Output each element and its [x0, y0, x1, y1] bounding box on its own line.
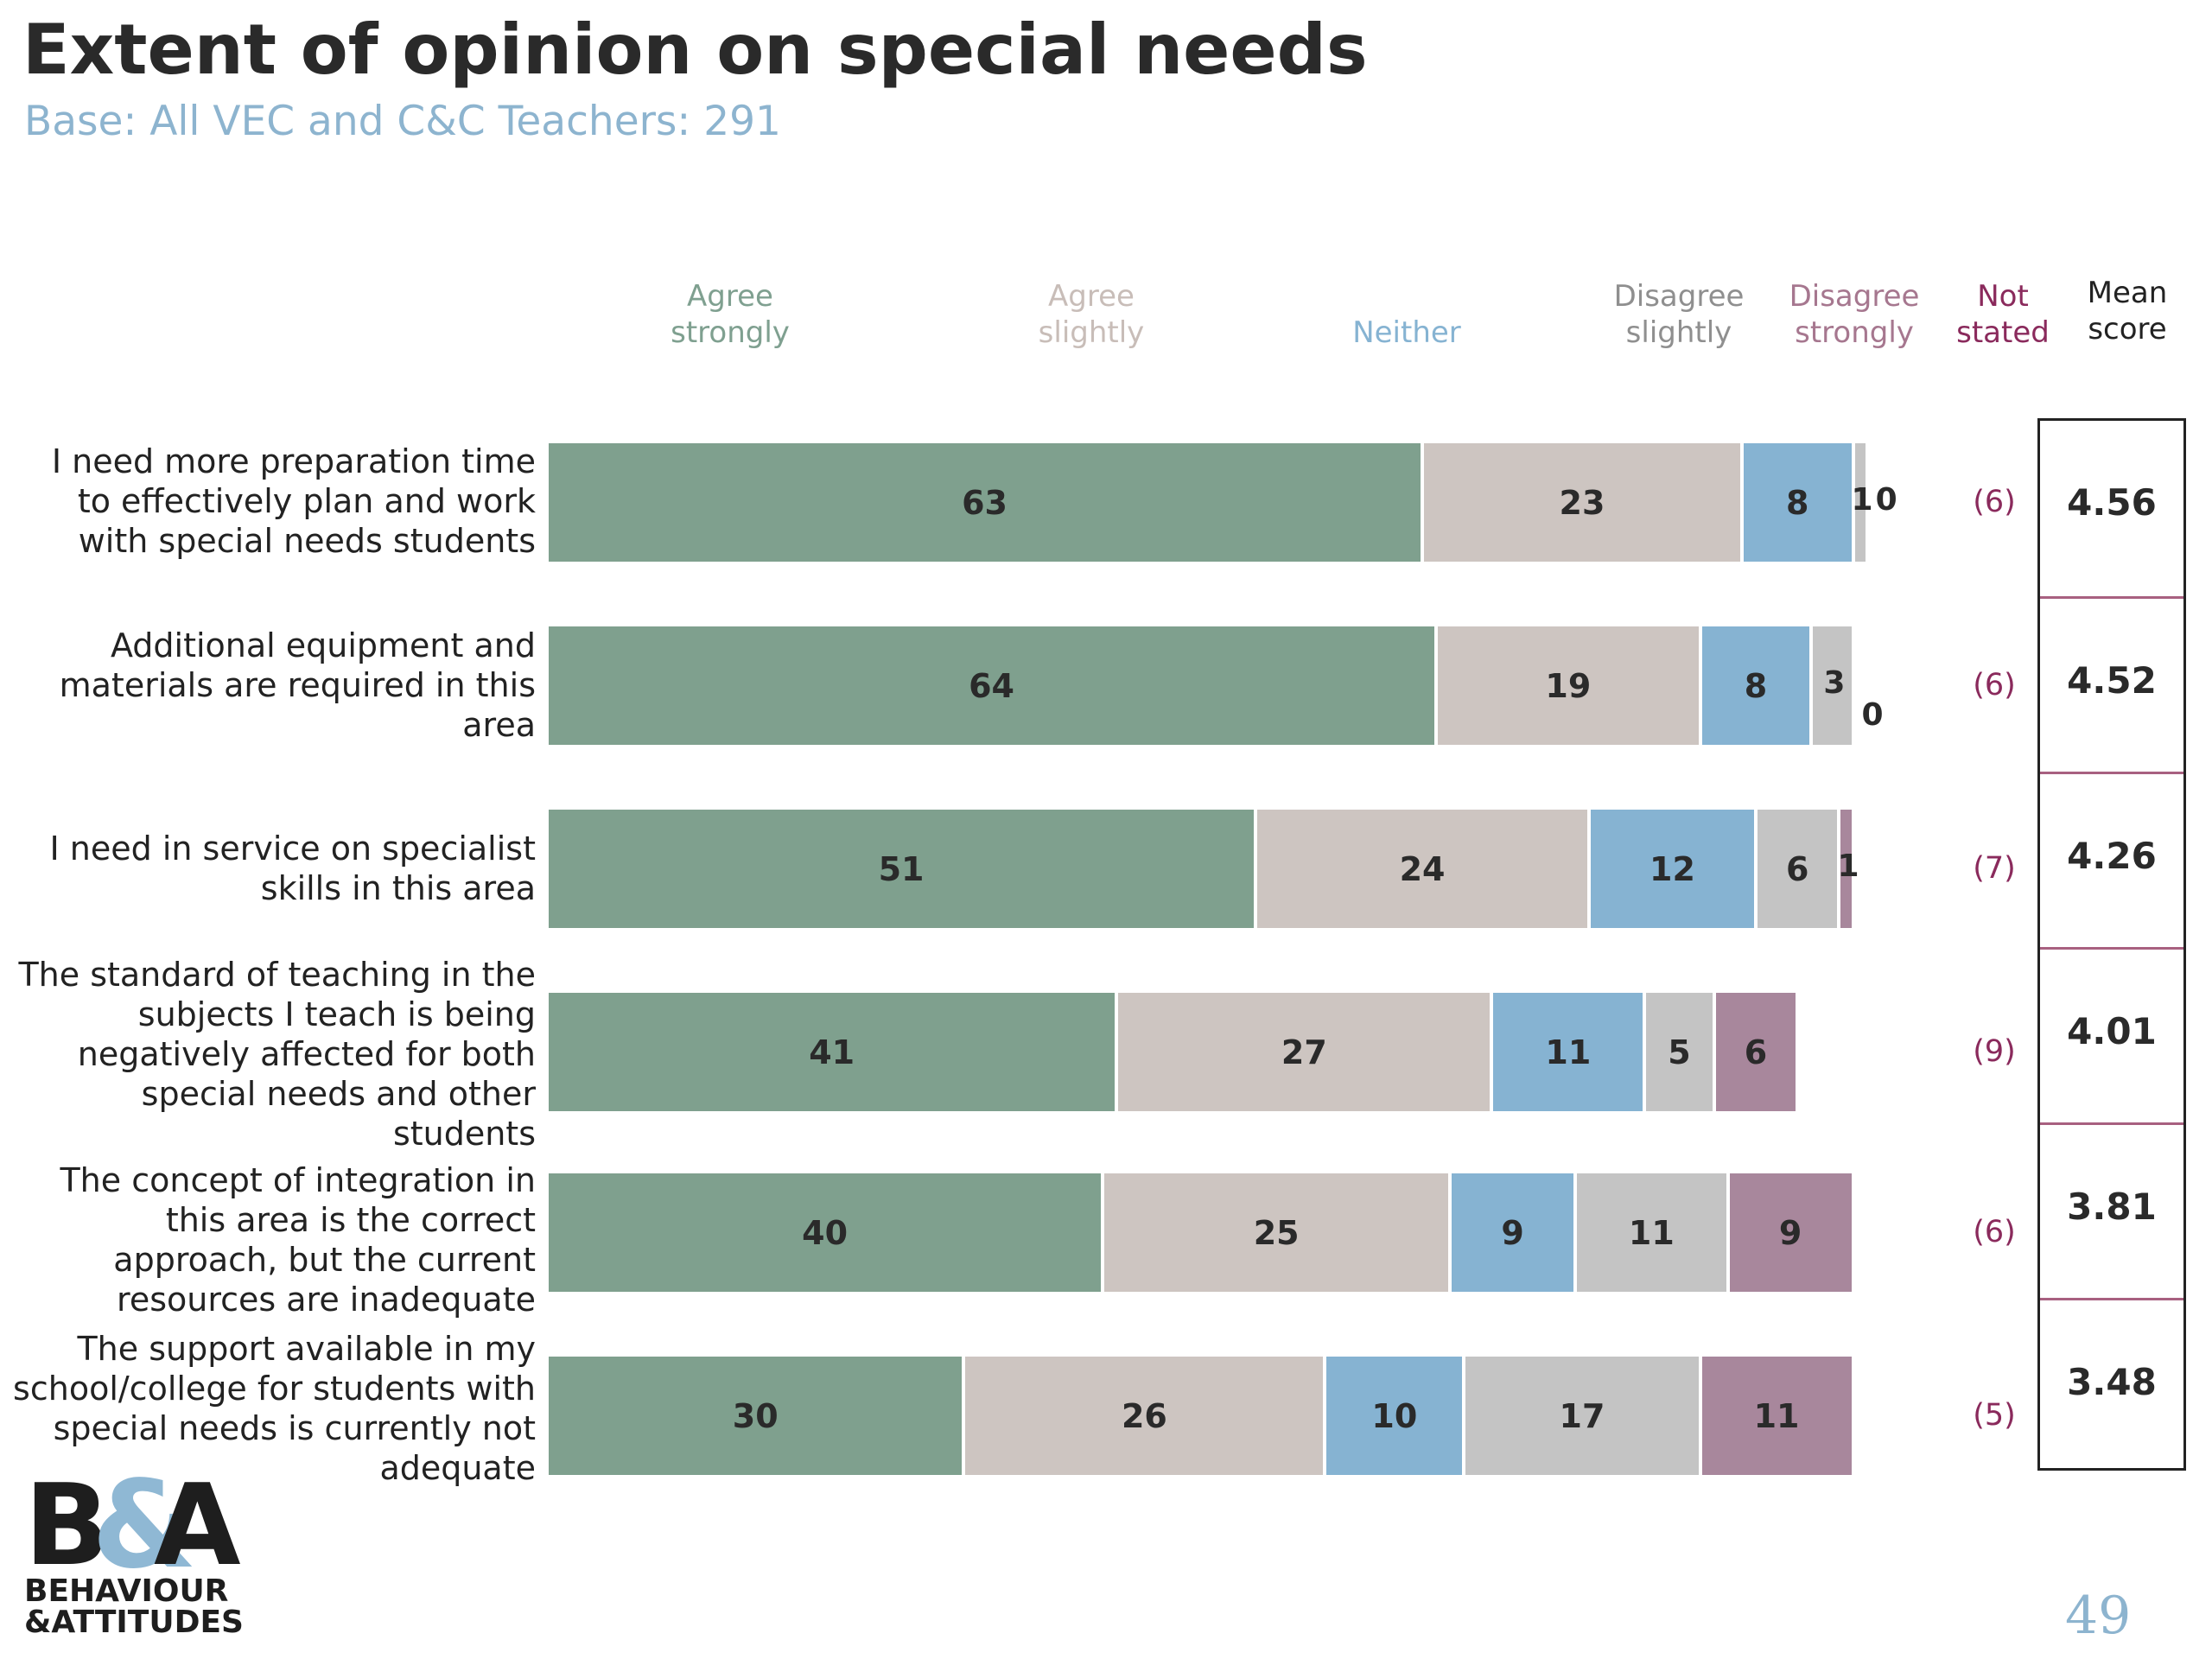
bar-segment: 17 — [1465, 1357, 1702, 1475]
row-label: The standard of teaching in the subjects… — [18, 956, 536, 1153]
chart-subtitle: Base: All VEC and C&C Teachers: 291 — [24, 98, 781, 145]
column-header-4: Disagree strongly — [1789, 279, 1920, 350]
column-header-5: Not stated — [1956, 279, 2050, 350]
bar-segment: 51 — [549, 810, 1258, 928]
bar-value-label: 0 — [1861, 697, 1884, 733]
mean-score-value: 4.26 — [2040, 772, 2183, 947]
bar-segment: 11 — [1493, 993, 1647, 1111]
row-label: Additional equipment and materials are r… — [59, 626, 536, 744]
bar-segment: 26 — [965, 1357, 1327, 1475]
logo-line2: &ATTITUDES — [24, 1605, 244, 1637]
bar-segment: 6 — [1715, 993, 1800, 1111]
bar-segment: 12 — [1591, 810, 1758, 928]
row-label: The support available in my school/colle… — [13, 1330, 536, 1487]
bar-segment: 11 — [1701, 1357, 1855, 1475]
bar-segment — [1840, 810, 1855, 928]
bar-segment: 63 — [549, 443, 1425, 562]
chart-title: Extent of opinion on special needs — [22, 10, 1368, 90]
mean-score-value: 3.48 — [2040, 1298, 2183, 1473]
not-stated-value: (9) — [1973, 1034, 2016, 1069]
column-header-0: Agree strongly — [671, 279, 790, 350]
bar-segment: 40 — [549, 1173, 1105, 1292]
mean-score-value: 4.52 — [2040, 596, 2183, 772]
bar-segment: 27 — [1118, 993, 1494, 1111]
bar-value-label: 0 — [1875, 482, 1897, 518]
row-label: I need in service on specialist skills i… — [49, 830, 536, 907]
bar-value-label: 1 — [1837, 849, 1859, 884]
bar-segment: 11 — [1576, 1173, 1730, 1292]
column-header-1: Agree slightly — [1038, 279, 1145, 350]
svg-text:B: B — [24, 1465, 102, 1591]
not-stated-value: (6) — [1973, 668, 2016, 702]
bar-segment: 30 — [549, 1357, 966, 1475]
bar-segment: 8 — [1743, 443, 1855, 562]
mean-score-value: 4.01 — [2040, 947, 2183, 1122]
bar-segment — [1854, 443, 1869, 562]
bar-segment: 41 — [549, 993, 1119, 1111]
column-header-6: Mean score — [2087, 276, 2168, 346]
bar-segment: 64 — [549, 626, 1439, 745]
bar-segment: 6 — [1757, 810, 1841, 928]
not-stated-value: (7) — [1973, 851, 2016, 886]
not-stated-value: (5) — [1973, 1398, 2016, 1433]
column-header-3: Disagree slightly — [1613, 279, 1745, 350]
mean-score-box: 4.56 4.52 4.26 4.01 3.81 3.48 — [2037, 418, 2186, 1471]
bar-segment: 9 — [1729, 1173, 1855, 1292]
bar-segment: 24 — [1257, 810, 1591, 928]
bar-segment — [1813, 626, 1855, 745]
bar-segment: 19 — [1438, 626, 1702, 745]
bar-segment: 23 — [1424, 443, 1744, 562]
column-header-2: Neither — [1352, 315, 1461, 350]
row-label: The concept of integration in this area … — [60, 1161, 536, 1319]
svg-text:&: & — [92, 1465, 193, 1596]
bar-segment: 8 — [1701, 626, 1814, 745]
bar-segment: 9 — [1452, 1173, 1577, 1292]
page-number: 49 — [2065, 1586, 2132, 1646]
bar-segment: 5 — [1646, 993, 1716, 1111]
mean-score-value: 4.56 — [2067, 481, 2157, 524]
bar-value-label: 3 — [1823, 665, 1846, 701]
logo-line1: BEHAVIOUR — [24, 1573, 228, 1609]
svg-text:A: A — [154, 1465, 241, 1591]
not-stated-value: (6) — [1973, 485, 2016, 519]
row-label: I need more preparation time to effectiv… — [51, 442, 536, 560]
bar-segment: 10 — [1326, 1357, 1466, 1475]
behaviour-attitudes-logo: B & A BEHAVIOUR &ATTITUDES — [24, 1465, 244, 1637]
mean-score-value: 3.81 — [2040, 1122, 2183, 1298]
bar-value-label: 1 — [1851, 482, 1873, 518]
bar-segment: 25 — [1104, 1173, 1452, 1292]
not-stated-value: (6) — [1973, 1215, 2016, 1249]
